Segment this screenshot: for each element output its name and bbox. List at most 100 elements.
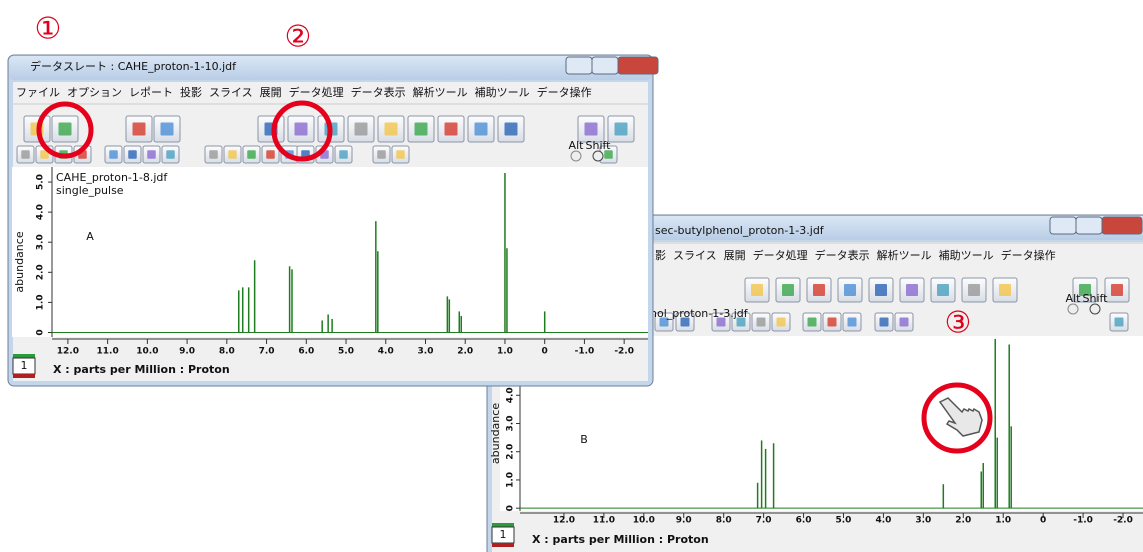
menu-item: 補助ツール — [475, 85, 530, 99]
button-icon — [604, 150, 613, 159]
button-icon — [782, 284, 794, 296]
button-icon — [999, 284, 1011, 296]
menu-item: スライス — [673, 249, 717, 262]
menu-item: 展開 — [260, 86, 282, 99]
button-icon — [756, 317, 766, 327]
shift-label: Shift — [1082, 292, 1108, 305]
x-tick-label: 0 — [1040, 516, 1046, 526]
window-control — [1049, 216, 1077, 235]
pulse-label: single_pulse — [56, 184, 124, 197]
button-icon — [109, 150, 118, 159]
button-icon — [444, 122, 458, 136]
button-icon — [968, 284, 980, 296]
button-icon — [474, 122, 488, 136]
button-icon — [844, 284, 856, 296]
x-tick-label: 8.0 — [219, 347, 235, 357]
button-icon — [228, 150, 237, 159]
x-tick-label: 12.0 — [57, 347, 79, 357]
button-icon — [680, 317, 690, 327]
spectrum-label: B — [580, 433, 588, 446]
x-tick-label: 11.0 — [97, 347, 119, 357]
y-tick-label: 3.0 — [36, 234, 46, 250]
button-icon — [354, 122, 368, 136]
window-control — [1101, 216, 1143, 235]
button-icon — [614, 122, 628, 136]
shift-indicator — [1089, 303, 1101, 315]
alt-indicator — [570, 150, 582, 162]
button-icon — [807, 317, 817, 327]
alt-label: Alt — [1066, 292, 1082, 305]
page-number: 1 — [21, 359, 28, 372]
shift-label: Shift — [585, 139, 611, 152]
page-number: 1 — [500, 528, 507, 541]
button-icon — [716, 317, 726, 327]
window-control — [565, 56, 593, 75]
y-tick-label: 1.0 — [506, 472, 516, 488]
alt-indicator — [1067, 303, 1079, 315]
button-icon — [339, 150, 348, 159]
x-tick-label: 3.0 — [418, 347, 434, 357]
y-tick-label: 5.0 — [36, 174, 46, 190]
annotation-1: ① — [35, 12, 62, 47]
menu-item: 解析ツール — [877, 248, 932, 262]
x-tick-label: 1.0 — [995, 516, 1011, 526]
status-text: X : parts per Million : Proton — [53, 363, 230, 376]
y-tick-label: 4.0 — [36, 204, 46, 220]
button-icon — [209, 150, 218, 159]
button-icon — [659, 317, 669, 327]
window-control — [617, 56, 659, 75]
button-icon — [266, 150, 275, 159]
x-tick-label: 8.0 — [716, 516, 732, 526]
x-tick-label: 10.0 — [633, 516, 655, 526]
button-icon — [1111, 284, 1123, 296]
button-icon — [906, 284, 918, 296]
file-label: nol_proton-1-3.jdf — [650, 307, 749, 320]
x-tick-label: 10.0 — [136, 347, 158, 357]
button-icon — [247, 150, 256, 159]
window-title: sec-butylphenol_proton-1-3.jdf — [655, 224, 825, 237]
x-tick-label: 5.0 — [338, 347, 354, 357]
x-tick-label: 7.0 — [756, 516, 772, 526]
x-tick-label: -2.0 — [1113, 516, 1133, 526]
button-icon — [776, 317, 786, 327]
menu-item: データ処理 — [289, 85, 344, 99]
y-tick-label: 2.0 — [36, 264, 46, 280]
y-tick-label: 4.0 — [506, 387, 516, 403]
x-tick-label: 0 — [542, 347, 548, 357]
window-control — [1075, 216, 1103, 235]
x-tick-label: 5.0 — [836, 516, 852, 526]
y-tick-label: 1.0 — [36, 294, 46, 310]
menu-item: 展開 — [724, 249, 746, 262]
menu-item: 補助ツール — [939, 248, 994, 262]
menu-item: データ処理 — [753, 248, 808, 262]
button-icon — [937, 284, 949, 296]
window-control — [591, 56, 619, 75]
file-label: CAHE_proton-1-8.jdf — [56, 171, 168, 184]
button-icon — [384, 122, 398, 136]
plot-area — [12, 167, 648, 337]
button-icon — [21, 150, 30, 159]
button-icon — [377, 150, 386, 159]
menu-item: ファイル — [16, 86, 60, 99]
menu-item: データ操作 — [537, 85, 592, 99]
button-icon — [160, 122, 174, 136]
x-tick-label: 6.0 — [298, 347, 314, 357]
overlay: ③ — [36, 100, 993, 454]
shift-indicator — [592, 150, 604, 162]
button-icon — [584, 122, 598, 136]
alt-label: Alt — [569, 139, 585, 152]
button-icon — [813, 284, 825, 296]
x-tick-label: -1.0 — [1073, 516, 1093, 526]
highlight-circle — [921, 382, 993, 454]
button-icon — [751, 284, 763, 296]
button-icon — [504, 122, 518, 136]
y-tick-label: 0 — [506, 505, 516, 511]
x-tick-label: 11.0 — [593, 516, 615, 526]
menu-item: スライス — [209, 86, 253, 99]
page-stripe — [492, 543, 514, 547]
window-title: データスレート : CAHE_proton-1-10.jdf — [30, 59, 237, 73]
page-stripe — [13, 354, 35, 358]
button-icon — [40, 150, 49, 159]
button-icon — [58, 122, 72, 136]
menu-item: データ操作 — [1001, 248, 1056, 262]
